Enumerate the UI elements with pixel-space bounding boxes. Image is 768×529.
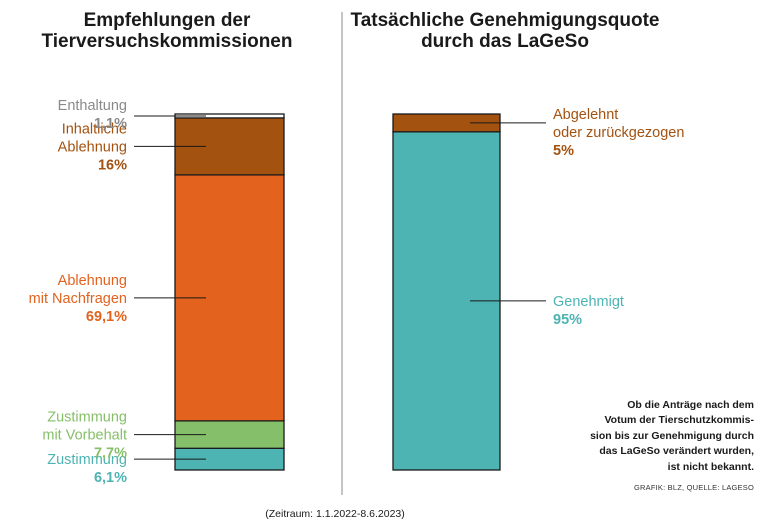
segment-label: Abgelehnt (553, 107, 618, 123)
chart-commission-recommendations: Empfehlungen derTierversuchskommissionen… (29, 10, 293, 486)
segment-label: Zustimmung (47, 452, 127, 468)
footnote: Ob die Anträge nach dem Votum der Tiersc… (579, 398, 754, 475)
segment-value-label: 69,1% (86, 309, 127, 325)
chart-title-line: durch das LaGeSo (421, 31, 589, 52)
segment-label: mit Vorbehalt (42, 428, 127, 444)
segment-value-label: 5% (553, 143, 574, 159)
segment-label: mit Nachfragen (29, 291, 127, 307)
segment-value-label: 1,1% (94, 116, 127, 132)
footnote-line: ist nicht bekannt. (667, 460, 754, 473)
segment-value-label: 16% (98, 157, 127, 173)
segment-value-label: 7,7% (94, 446, 127, 462)
chart-title-line: Tatsächliche Genehmigungsquote (351, 10, 660, 31)
segment-label: Inhaltliche (62, 121, 127, 137)
chart-title-line: Tierversuchskommissionen (42, 31, 293, 52)
segment-label: Enthaltung (58, 98, 127, 114)
time-period: (Zeitraum: 1.1.2022-8.6.2023) (265, 508, 405, 520)
source-credit: GRAFIK: BLZ, QUELLE: LAGESO (633, 483, 754, 492)
segment-label: Ablehnung (58, 273, 127, 289)
chart-title-line: Empfehlungen der (84, 10, 251, 31)
footnote-line: Votum der Tierschutzkommis- (604, 414, 754, 427)
segment-label: Zustimmung (47, 410, 127, 426)
segment-label: Ablehnung (58, 139, 127, 155)
footnote-line: das LaGeSo verändert wurden, (599, 445, 754, 458)
footnote-line: Ob die Anträge nach dem (627, 399, 754, 411)
footnote-line: sion bis zur Genehmigung durch (590, 429, 754, 442)
segment-label: oder zurückgezogen (553, 125, 684, 141)
segment-label: Genehmigt (553, 294, 624, 310)
segment-value-label: 6,1% (94, 470, 127, 486)
segment-value-label: 95% (553, 312, 582, 328)
